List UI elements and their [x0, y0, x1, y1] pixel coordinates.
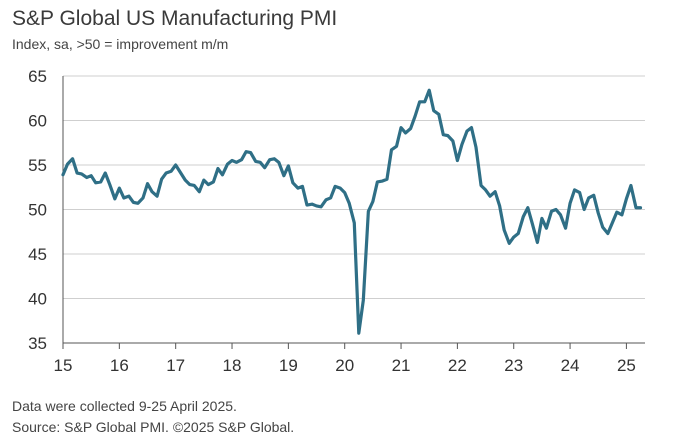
x-tick-label: 24 — [561, 356, 580, 375]
axes — [62, 76, 645, 349]
x-tick-label: 21 — [392, 356, 411, 375]
chart-subtitle: Index, sa, >50 = improvement m/m — [12, 36, 229, 52]
x-tick-label: 19 — [279, 356, 298, 375]
x-tick-label: 25 — [617, 356, 636, 375]
y-axis-tick-labels: 35 40 45 50 55 60 65 — [28, 67, 47, 353]
series-line-0 — [61, 88, 643, 335]
x-tick-label: 18 — [223, 356, 242, 375]
source-note: Source: S&P Global PMI. ©2025 S&P Global… — [12, 419, 295, 435]
y-tick-label: 45 — [28, 245, 47, 264]
gridlines — [63, 75, 645, 299]
x-tick-label: 22 — [448, 356, 467, 375]
x-tick-label: 16 — [110, 356, 129, 375]
chart-title: S&P Global US Manufacturing PMI — [12, 7, 338, 30]
x-tick-label: 15 — [54, 356, 73, 375]
x-tick-label: 17 — [166, 356, 185, 375]
x-axis-tick-labels: 15 16 17 18 19 20 21 22 23 24 25 — [54, 356, 636, 375]
x-tick-label: 23 — [504, 356, 523, 375]
series-layer — [61, 88, 643, 335]
y-tick-label: 55 — [28, 156, 47, 175]
x-tick-label: 20 — [335, 356, 354, 375]
y-tick-label: 50 — [28, 201, 47, 220]
y-tick-label: 60 — [28, 112, 47, 131]
y-tick-label: 40 — [28, 290, 47, 309]
y-tick-label: 65 — [28, 67, 47, 86]
footnote: Data were collected 9-25 April 2025. — [12, 398, 237, 414]
y-tick-label: 35 — [28, 334, 47, 353]
